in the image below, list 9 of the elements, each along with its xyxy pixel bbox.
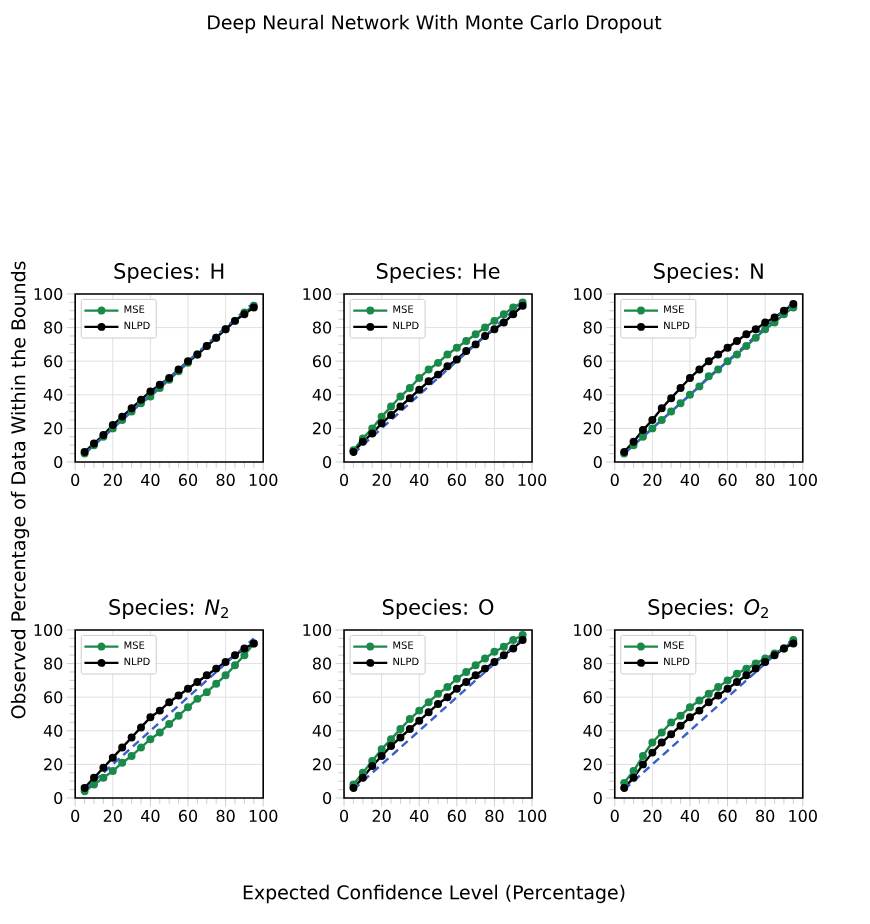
chart-title: Species: O$_{2}$ xyxy=(648,598,768,619)
text: Deep Neural Network With Monte Carlo Dropout xyxy=(208,14,662,34)
chart-title: Species: N xyxy=(654,262,763,283)
chart-title: Species: H xyxy=(114,262,224,283)
y-axis-title: Observed Percentage of Data Within the Bounds xyxy=(10,261,30,719)
chart-title: Species: O xyxy=(382,598,494,619)
x-axis-title: Expected Confidence Level (Percentage) xyxy=(243,884,625,904)
chart-title: Species: N$_{2}$ xyxy=(109,598,228,619)
chart-title: Species: He xyxy=(376,262,500,283)
